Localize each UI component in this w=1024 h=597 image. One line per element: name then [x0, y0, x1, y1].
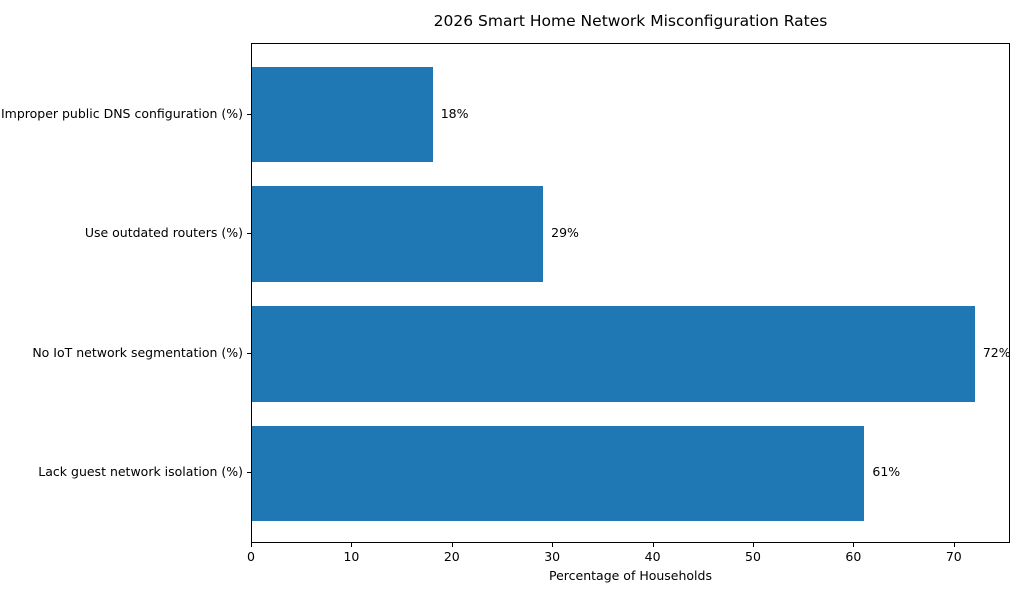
x-axis-tick [652, 543, 654, 547]
y-axis-tick [247, 352, 251, 354]
x-axis-tick [752, 543, 754, 547]
bar [252, 305, 975, 402]
y-axis-category-label: Use outdated routers (%) [84, 224, 243, 240]
x-axis-tick [451, 543, 453, 547]
bar-value-label: 29% [551, 224, 579, 240]
y-axis-category-label: No IoT network segmentation (%) [32, 344, 243, 360]
x-axis-tick [351, 543, 353, 547]
x-axis-tick [251, 543, 252, 547]
y-axis-tick [247, 113, 251, 115]
y-axis-category-label: Lack guest network isolation (%) [38, 464, 243, 480]
bar [252, 186, 544, 283]
x-axis-tick [953, 543, 955, 547]
plot-area [251, 43, 1010, 543]
x-axis-tick-label: 60 [845, 549, 862, 564]
x-axis-tick-label: 40 [644, 549, 661, 564]
x-axis-tick-label: 30 [544, 549, 561, 564]
x-axis-tick-label: 70 [945, 549, 962, 564]
x-axis-label: Percentage of Households [549, 568, 712, 583]
x-axis-tick [552, 543, 554, 547]
bar-value-label: 18% [440, 105, 469, 121]
x-axis-tick-label: 50 [745, 549, 761, 564]
x-axis-tick [853, 543, 855, 547]
x-axis-tick-label: 20 [443, 549, 460, 564]
y-axis-tick [247, 233, 251, 235]
bar-value-label: 72% [982, 344, 1011, 360]
y-axis-category-label: Improper public DNS configuration (%) [0, 105, 243, 121]
bar [252, 66, 433, 163]
x-axis-tick-label: 0 [247, 549, 255, 564]
bar [252, 425, 865, 522]
x-axis-tick-label: 10 [343, 549, 360, 564]
chart-title: 2026 Smart Home Network Misconfiguration… [433, 12, 828, 30]
y-axis-tick [247, 472, 251, 474]
bar-value-label: 61% [872, 464, 901, 480]
